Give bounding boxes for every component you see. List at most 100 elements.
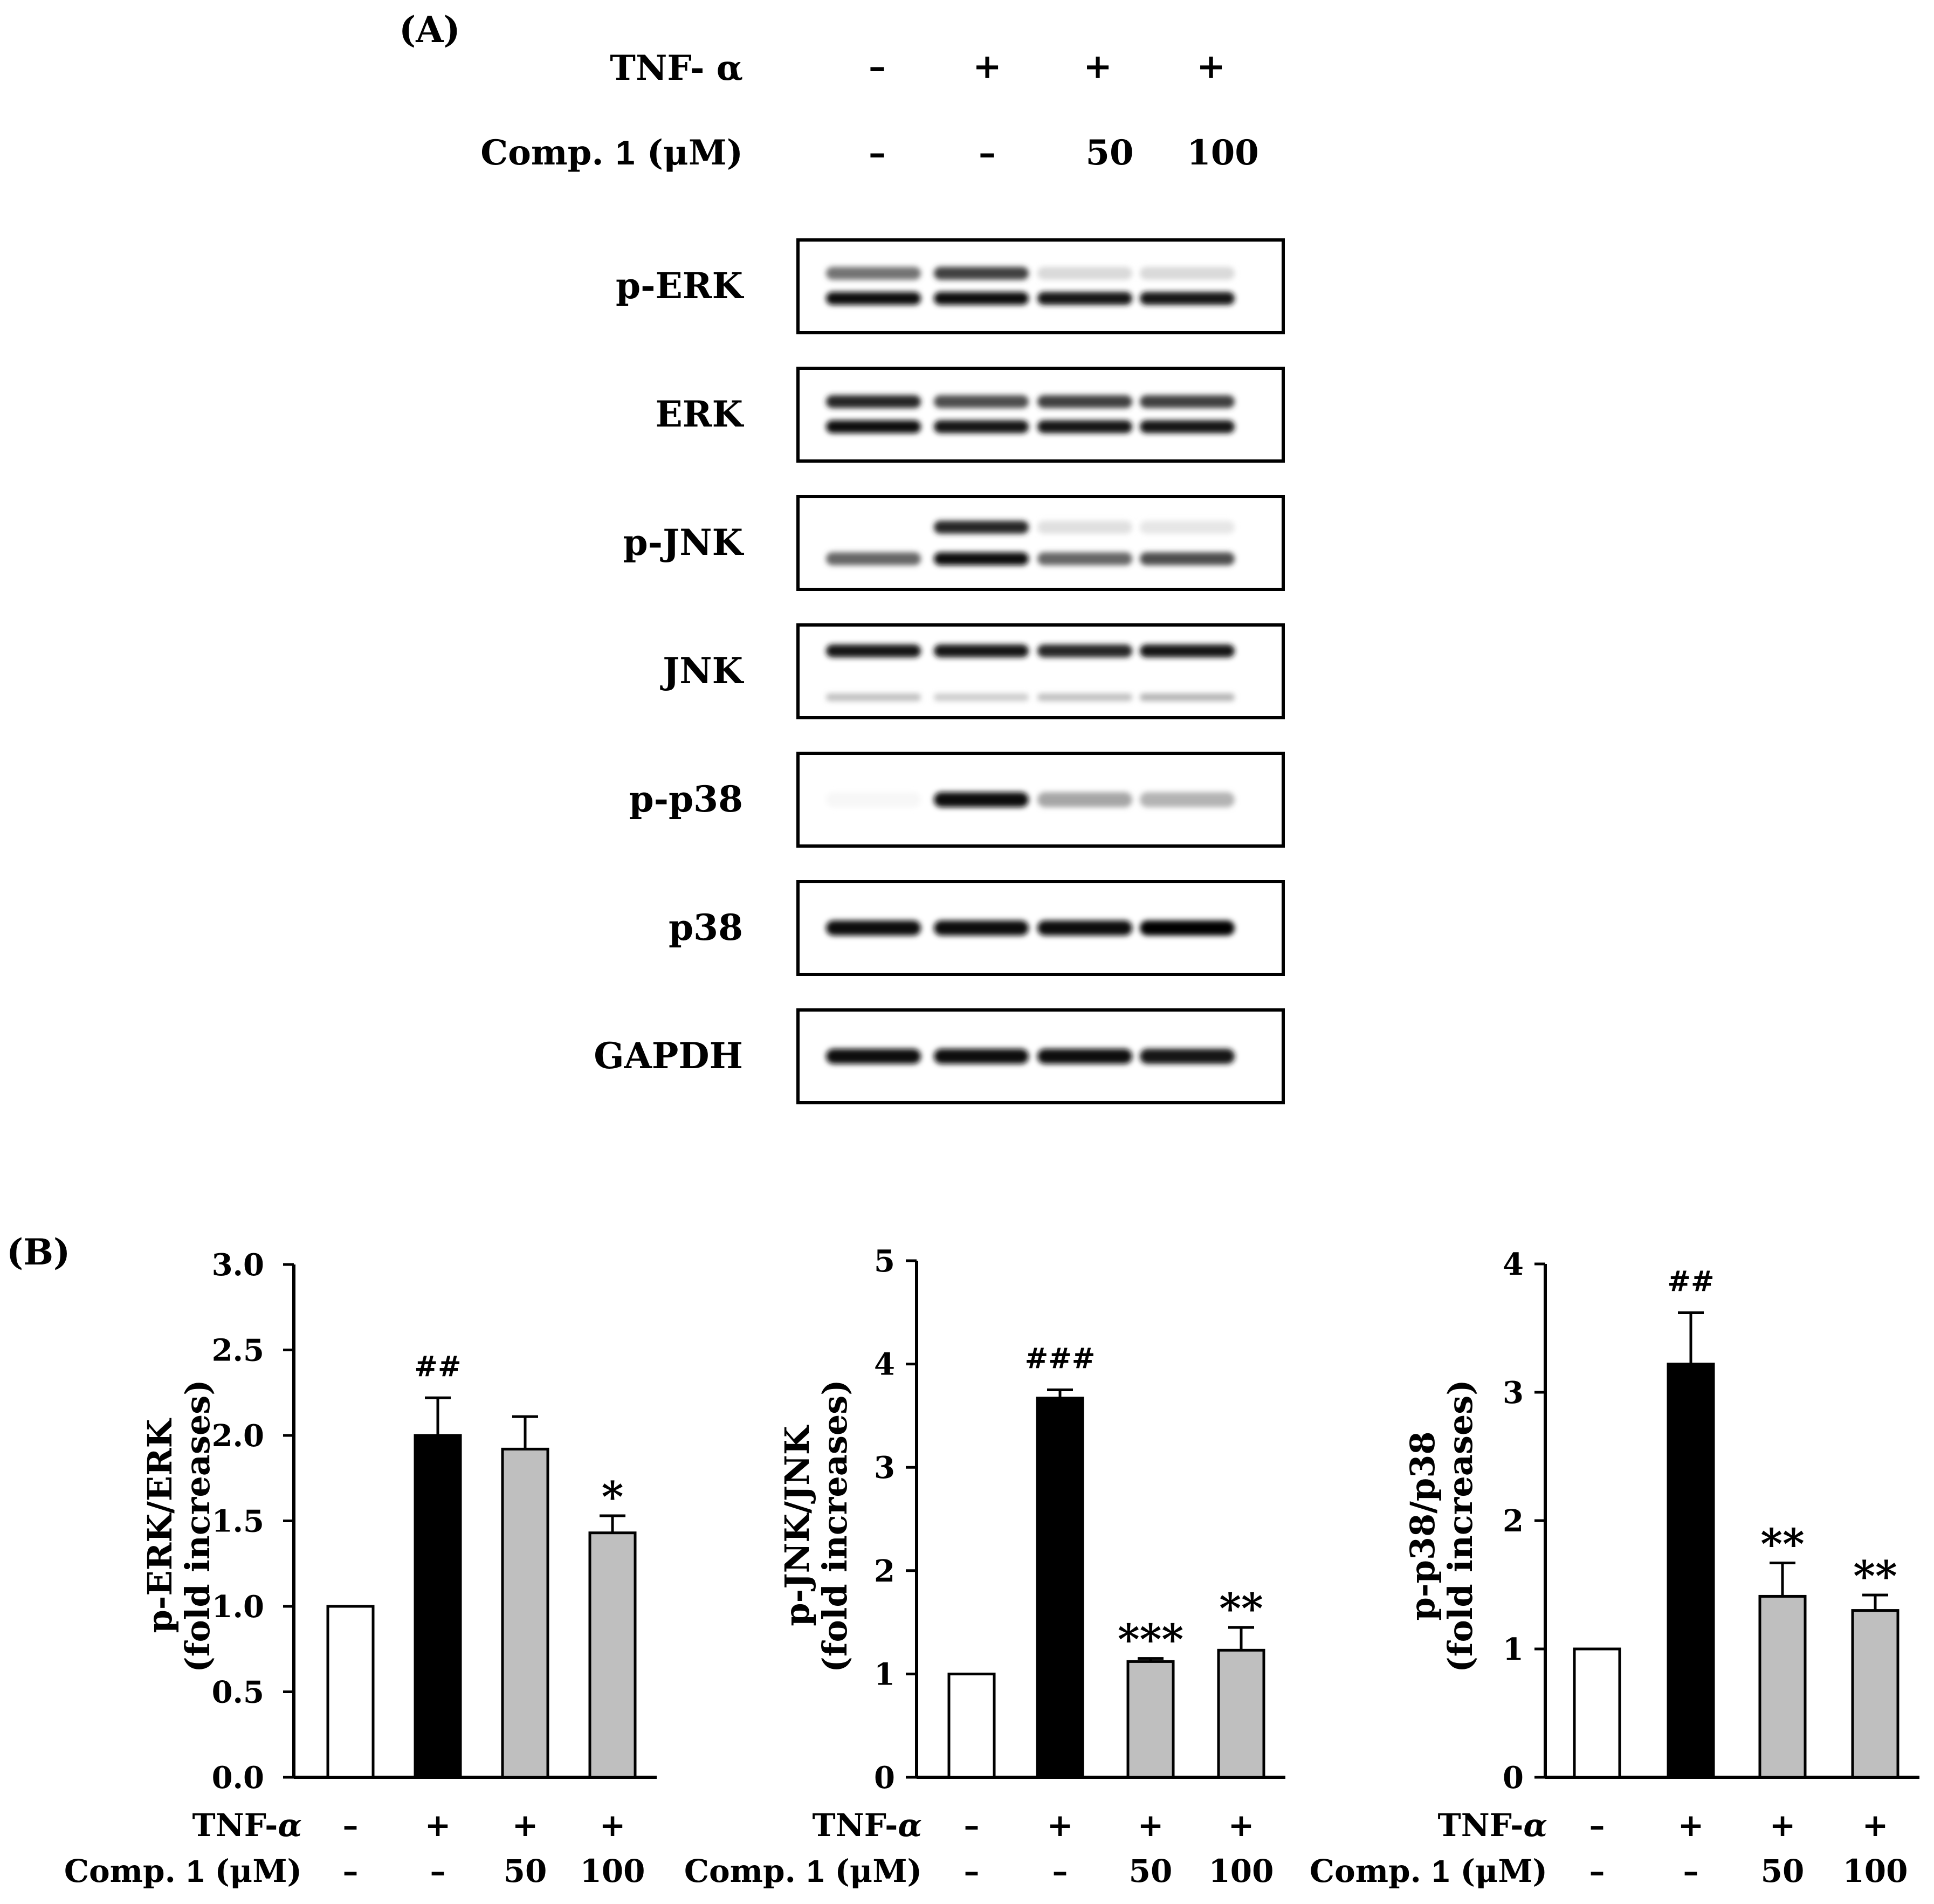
lane-4-tnf: + xyxy=(1196,46,1226,87)
band xyxy=(826,920,921,936)
tnf-sign-1: – xyxy=(964,1807,980,1844)
band xyxy=(934,266,1029,280)
tnf-sign-2: + xyxy=(425,1807,451,1844)
comp-unit: (μM) xyxy=(204,1853,302,1889)
significance-mark: ## xyxy=(414,1350,461,1383)
y-tick-label: 1 xyxy=(874,1656,895,1692)
alpha-symbol: α xyxy=(1523,1807,1547,1844)
band xyxy=(1037,792,1132,807)
tnf-sign-4: + xyxy=(1862,1807,1889,1844)
comp-number: 1 xyxy=(187,1854,204,1889)
comp-value-4: 100 xyxy=(1208,1853,1274,1889)
tnf-text: TNF- xyxy=(192,1807,278,1844)
bar-3 xyxy=(501,1447,549,1779)
y-tick-label: 2 xyxy=(874,1554,895,1589)
comp-value-3: 50 xyxy=(504,1853,547,1889)
band xyxy=(934,920,1029,936)
lane-comp-values: – – 50 100 xyxy=(869,133,1259,173)
band xyxy=(934,792,1029,807)
comp-value-4: 100 xyxy=(580,1853,645,1889)
bar-3 xyxy=(1126,1660,1175,1779)
tnf-text: TNF- xyxy=(1438,1807,1524,1844)
comp-row-unit: (μM) xyxy=(635,133,743,173)
western-blots: p-ERK ERK p-JNK JNK p-p38 p38 GAPDH xyxy=(594,238,1285,1104)
band xyxy=(826,266,921,280)
band xyxy=(1140,420,1235,434)
comp-value-2: – xyxy=(1052,1853,1068,1889)
bar-4 xyxy=(588,1531,637,1779)
blot-frame xyxy=(796,238,1285,334)
panel-a-label: (A) xyxy=(399,9,460,51)
y-tick-label: 3.0 xyxy=(212,1247,264,1283)
y-tick-label: 2.0 xyxy=(212,1418,264,1454)
band xyxy=(1140,266,1235,280)
significance-mark: ## xyxy=(1667,1265,1714,1298)
blot-label-p-p38: p-p38 xyxy=(629,778,743,820)
chart-p-erk-erk: 0.0 0.5 1.0 1.5 2.0 2.5 3.0 p-ERK/ERK(fold incr… xyxy=(64,1247,657,1889)
band xyxy=(1037,693,1132,702)
blot-frame xyxy=(796,495,1285,591)
band xyxy=(1140,552,1235,566)
panel-b-label: (B) xyxy=(6,1231,70,1273)
comp-row-label: Comp. 1 (μM) xyxy=(1310,1853,1547,1889)
chart-p-p38-p38: 0 1 2 3 4 p-p38/p38(fold increases) – – ## + – ** +5… xyxy=(1310,1247,1919,1889)
band xyxy=(1037,552,1132,566)
comp-value-1: – xyxy=(343,1853,359,1889)
comp-value-3: 50 xyxy=(1761,1853,1805,1889)
blot-p-erk: p-ERK xyxy=(616,238,1285,334)
tnf-row-label: TNF-α xyxy=(192,1807,302,1844)
blot-gapdh: GAPDH xyxy=(594,1008,1285,1104)
band xyxy=(1037,420,1132,434)
band xyxy=(826,644,921,658)
band xyxy=(1037,520,1132,534)
chart-p-jnk-jnk: 0 1 2 3 4 5 p-JNK/JNK(fold increases) – – ### + – **… xyxy=(684,1243,1285,1889)
band xyxy=(1037,920,1132,936)
band xyxy=(934,644,1029,658)
tnf-row-label: TNF- α xyxy=(610,48,743,88)
tnf-sign-3: + xyxy=(512,1807,539,1844)
bar-3 xyxy=(1758,1594,1807,1779)
band xyxy=(1037,1049,1132,1064)
y-tick-label: 0 xyxy=(874,1760,895,1796)
comp-unit: (μM) xyxy=(1449,1853,1547,1889)
band xyxy=(934,552,1029,566)
comp-number: 1 xyxy=(1432,1854,1449,1889)
blot-label-erk: ERK xyxy=(655,393,744,435)
band xyxy=(826,693,921,702)
band xyxy=(1140,792,1235,807)
band xyxy=(934,395,1029,408)
significance-mark: ** xyxy=(1760,1520,1805,1569)
y-tick-label: 0.0 xyxy=(212,1760,264,1796)
comp-row-prefix: Comp. xyxy=(480,133,616,173)
y-axis-label-2: (fold increases) xyxy=(1441,1379,1480,1672)
blot-label-p38: p38 xyxy=(669,906,743,948)
lane-3-comp: 50 xyxy=(1085,133,1133,173)
bar-4 xyxy=(1217,1648,1265,1779)
tnf-sign-3: + xyxy=(1138,1807,1164,1844)
y-tick-label: 2 xyxy=(1503,1503,1524,1539)
comp-row-label: Comp. 1 (μM) xyxy=(684,1853,922,1889)
band xyxy=(826,395,921,408)
comp-prefix: Comp. xyxy=(684,1853,807,1889)
y-axis-label: p-ERK/ERK xyxy=(140,1418,180,1633)
band xyxy=(1140,693,1235,702)
y-tick-label: 5 xyxy=(874,1243,895,1279)
y-axis-label: p-JNK/JNK xyxy=(777,1425,817,1626)
alpha-symbol: α xyxy=(898,1807,922,1844)
band xyxy=(826,420,921,434)
comp-row-number: 1 xyxy=(616,133,635,172)
y-tick-label: 4 xyxy=(1503,1247,1524,1282)
y-tick-label: 0.5 xyxy=(212,1675,264,1710)
y-axis-label: p-p38/p38 xyxy=(1403,1432,1442,1621)
blot-label-p-erk: p-ERK xyxy=(616,265,745,307)
band xyxy=(1140,920,1235,936)
bar-2 xyxy=(414,1434,462,1779)
comp-prefix: Comp. xyxy=(64,1853,187,1889)
tnf-text: TNF- xyxy=(813,1807,898,1844)
blot-frame xyxy=(796,623,1285,719)
lane-tnf-signs: – + + + xyxy=(869,46,1226,87)
y-tick-label: 1.0 xyxy=(212,1589,264,1625)
lane-3-tnf: + xyxy=(1083,46,1112,87)
band xyxy=(1037,292,1132,305)
